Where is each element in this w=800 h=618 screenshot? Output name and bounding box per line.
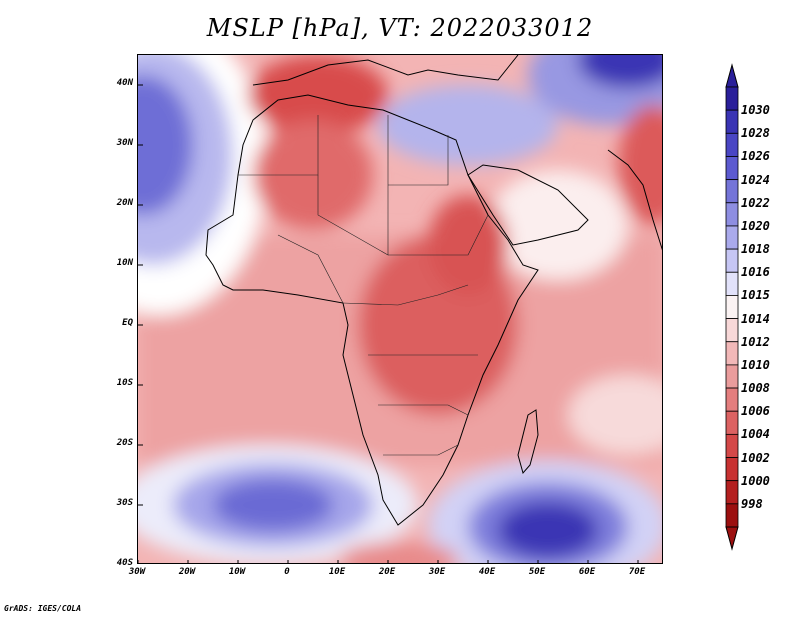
lat-tick-label: 30N xyxy=(116,138,133,148)
lon-tick-label: 50E xyxy=(528,567,546,577)
lon-tick-label: 20E xyxy=(378,567,396,577)
colorbar-tick-label: 1022 xyxy=(741,195,770,210)
colorbar-tick-label: 1015 xyxy=(741,288,770,303)
colorbar-swatch xyxy=(725,86,739,111)
colorbar-tick-label: 1020 xyxy=(741,218,770,233)
colorbar-swatch xyxy=(725,156,739,181)
s-indian-neutral xyxy=(568,375,662,455)
colorbar-tick-label: 1002 xyxy=(741,450,770,465)
colorbar-max-arrow xyxy=(725,63,739,88)
colorbar-swatch xyxy=(725,503,739,528)
asia-high-core xyxy=(578,55,662,88)
colorbar xyxy=(725,63,739,551)
lat-tick-label: 40N xyxy=(116,78,133,88)
colorbar-tick-label: 1014 xyxy=(741,311,770,326)
colorbar-swatch xyxy=(725,271,739,296)
lon-tick-label: 70E xyxy=(628,567,646,577)
colorbar-tick-label: 1010 xyxy=(741,357,770,372)
colorbar-swatch xyxy=(725,341,739,366)
colorbar-swatch xyxy=(725,109,739,134)
azores-high-core xyxy=(138,75,193,215)
colorbar-swatch xyxy=(725,202,739,227)
pressure-field-map xyxy=(138,55,662,563)
colorbar-tick-label: 1018 xyxy=(741,242,770,257)
colorbar-swatch xyxy=(725,179,739,204)
lon-tick-label: 30E xyxy=(428,567,446,577)
map-panel xyxy=(137,54,663,564)
colorbar-swatch xyxy=(725,225,739,250)
borders xyxy=(238,115,489,456)
colorbar-tick-label: 1026 xyxy=(741,149,770,164)
colorbar-swatch xyxy=(725,480,739,505)
colorbar-tick-label: 1004 xyxy=(741,427,770,442)
lon-tick-label: 30W xyxy=(128,567,146,577)
colorbar-tick-label: 1008 xyxy=(741,381,770,396)
europe-coastline xyxy=(252,55,519,86)
lat-tick-label: EQ xyxy=(122,318,133,328)
mediterranean-high xyxy=(378,85,558,165)
colorbar-swatch xyxy=(725,364,739,389)
south-asia-low xyxy=(618,105,662,225)
lon-tick-label: 10E xyxy=(328,567,346,577)
colorbar-tick-label: 1006 xyxy=(741,404,770,419)
colorbar-tick-label: 1016 xyxy=(741,265,770,280)
sudan-low xyxy=(428,195,508,295)
lat-tick-label: 10N xyxy=(116,258,133,268)
colorbar-swatch xyxy=(725,318,739,343)
lat-tick-label: 20N xyxy=(116,198,133,208)
colorbar-swatch xyxy=(725,457,739,482)
colorbar-swatch xyxy=(725,248,739,273)
lon-tick-label: 0 xyxy=(284,567,290,577)
arabia-neutral xyxy=(488,170,628,280)
colorbar-tick-label: 1028 xyxy=(741,126,770,141)
arabia-coastline xyxy=(467,164,589,246)
colorbar-swatch xyxy=(725,410,739,435)
colorbar-swatch xyxy=(725,132,739,157)
india-coastline xyxy=(607,149,662,251)
southern-trough xyxy=(338,542,458,563)
lon-tick-label: 40E xyxy=(478,567,496,577)
map-title: MSLP [hPa], VT: 2022033012 xyxy=(206,14,594,42)
colorbar-tick-label: 1012 xyxy=(741,334,770,349)
lat-tick-label: 10S xyxy=(116,378,133,388)
colorbar-tick-label: 1024 xyxy=(741,172,770,187)
sahara-low-north xyxy=(248,55,388,135)
lon-tick-label: 10W xyxy=(228,567,246,577)
grads-credit: GrADS: IGES/COLA xyxy=(4,604,82,613)
s-indian-high-core xyxy=(498,502,598,558)
colorbar-tick-label: 1030 xyxy=(741,103,770,118)
lon-tick-label: 60E xyxy=(578,567,596,577)
madagascar-coastline xyxy=(517,409,539,475)
lat-tick-label: 30S xyxy=(116,498,133,508)
colorbar-tick-label: 1000 xyxy=(741,473,770,488)
lat-tick-label: 20S xyxy=(116,438,133,448)
colorbar-min-arrow xyxy=(725,526,739,551)
lon-tick-label: 20W xyxy=(178,567,196,577)
lat-tick-label: 40S xyxy=(116,558,133,568)
colorbar-swatch xyxy=(725,387,739,412)
s-atlantic-high-core xyxy=(213,479,333,531)
colorbar-tick-label: 998 xyxy=(741,496,763,511)
colorbar-swatch xyxy=(725,295,739,319)
colorbar-swatch xyxy=(725,433,739,458)
